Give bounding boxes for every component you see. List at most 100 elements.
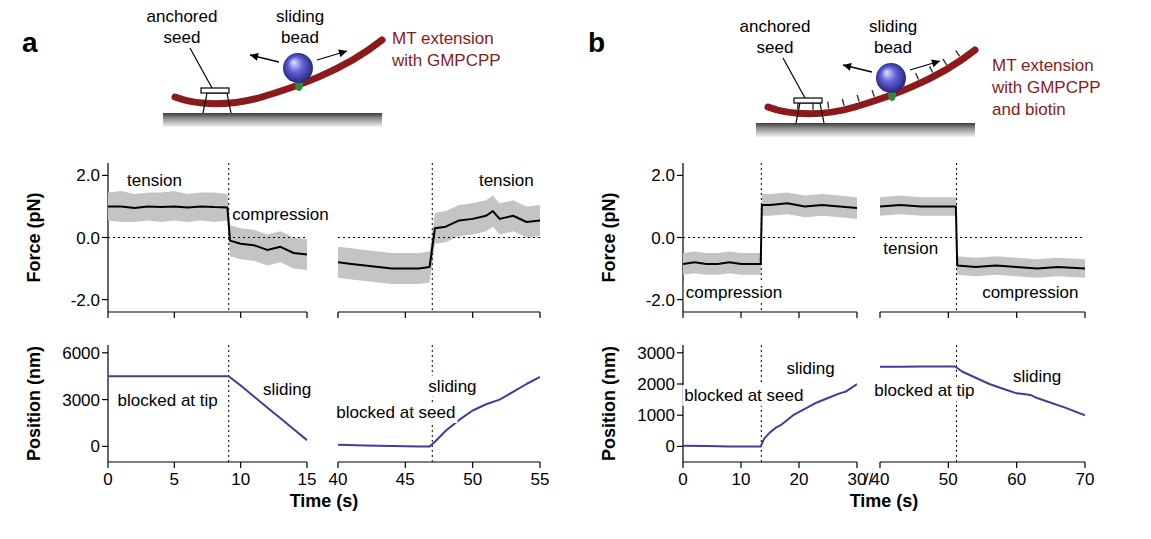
segment: tension compression: [108, 163, 331, 318]
y-tick: [102, 352, 108, 353]
seed-anchor: [794, 98, 822, 103]
seed-label: anchored: [147, 7, 218, 26]
substrate: [163, 113, 382, 127]
mt-label: MT extension: [392, 29, 494, 48]
y-tick-label: 3000: [637, 344, 675, 363]
annotation: tension: [479, 171, 534, 190]
reference-lines: [880, 163, 1085, 312]
data-line: [683, 384, 857, 446]
annotation-background: [872, 380, 976, 401]
lines: [880, 205, 1085, 269]
y-axis: [107, 345, 108, 462]
segment: 40455055blocked at seedsliding: [329, 345, 550, 489]
x-axis: [880, 311, 1085, 312]
zero-line: [338, 237, 540, 238]
annotation-background: [261, 379, 313, 400]
annotation-background: [426, 376, 478, 397]
annotation-background: [116, 390, 220, 411]
y-tick-label: 3000: [62, 391, 100, 410]
x-axis-title: Time (s): [290, 491, 359, 511]
biotin-tick: [956, 51, 960, 57]
x-tick-label: 0: [678, 470, 687, 489]
chart: 0100020003000Position (nm)0102030blocked…: [599, 344, 1094, 511]
x-tick: [539, 312, 540, 318]
y-tick-label: 6000: [62, 344, 100, 363]
segment: compression: [683, 163, 857, 318]
seed-leader: [190, 48, 212, 88]
annotation: blocked at tip: [874, 381, 974, 400]
biotin-tick: [872, 90, 874, 97]
x-axis-title: Time (s): [850, 491, 919, 511]
arrow-head: [931, 59, 940, 67]
y-axis-title: Force (pN): [599, 192, 619, 282]
mt-label: with GMPCPP: [391, 51, 501, 70]
y-tick: [677, 446, 683, 447]
annotation: blocked at seed: [336, 403, 455, 422]
x-tick: [1084, 312, 1085, 318]
x-tick-label: 0: [103, 470, 112, 489]
bead-label: bead: [281, 28, 319, 47]
y-tick-label: 2000: [637, 375, 675, 394]
x-tick-label: 40: [871, 470, 890, 489]
microtubule: [768, 50, 975, 114]
y-tick: [102, 399, 108, 400]
y-tick-label: 2.0: [651, 166, 675, 185]
x-tick-label: 60: [1007, 470, 1026, 489]
y-tick-label: 0.0: [651, 229, 675, 248]
x-axis: [338, 311, 540, 312]
reference-lines: [956, 345, 957, 462]
x-tick: [879, 312, 880, 318]
annotation: sliding: [1013, 367, 1061, 386]
annotation: blocked at tip: [118, 391, 218, 410]
x-tick: [798, 312, 799, 318]
y-tick-label: 2.0: [76, 166, 100, 185]
x-tick: [240, 312, 241, 318]
annotation-background: [230, 204, 330, 225]
reference-lines: [228, 345, 229, 462]
bead-label: sliding: [869, 17, 917, 36]
x-tick: [539, 462, 540, 468]
annotation: tension: [127, 171, 182, 190]
x-tick: [306, 312, 307, 318]
x-tick-label: 10: [732, 470, 751, 489]
x-axis: [338, 461, 540, 462]
lines: [683, 384, 857, 446]
x-tick: [405, 462, 406, 468]
x-tick-label: 45: [396, 470, 415, 489]
x-tick: [174, 312, 175, 318]
bead-label: bead: [874, 38, 912, 57]
x-tick-label: 40: [329, 470, 348, 489]
mt-label: MT extension: [992, 56, 1094, 75]
seed-label: seed: [757, 38, 794, 57]
biotin-tick: [827, 102, 829, 109]
seed-leader: [783, 58, 805, 98]
y-tick-label: -2.0: [71, 291, 100, 310]
biotin-tick: [929, 66, 932, 72]
panel-letter: b: [588, 27, 605, 58]
y-tick: [677, 352, 683, 353]
y-tick: [102, 299, 108, 300]
y-tick-label: 0.0: [76, 229, 100, 248]
y-tick: [102, 175, 108, 176]
x-tick: [1084, 462, 1085, 468]
event-line: [956, 345, 957, 462]
seed-anchor: [201, 88, 229, 93]
x-tick-label: 55: [531, 470, 550, 489]
x-tick: [856, 312, 857, 318]
biotin-tick: [916, 73, 919, 79]
bands: [683, 192, 857, 274]
segment: 0102030blocked at seedsliding: [678, 345, 866, 489]
annotation-background: [980, 282, 1080, 303]
annotation-background: [881, 238, 940, 259]
x-tick: [948, 312, 949, 318]
x-axis: [683, 311, 857, 312]
x-tick-label: 5: [170, 470, 179, 489]
annotation: compression: [232, 205, 328, 224]
annotation-background: [684, 282, 784, 303]
bands: [108, 191, 307, 270]
x-axis: [108, 461, 307, 462]
annotation-background: [477, 170, 536, 191]
annotation: sliding: [786, 359, 834, 378]
event-line: [432, 163, 433, 312]
annotation-background: [1011, 366, 1063, 387]
